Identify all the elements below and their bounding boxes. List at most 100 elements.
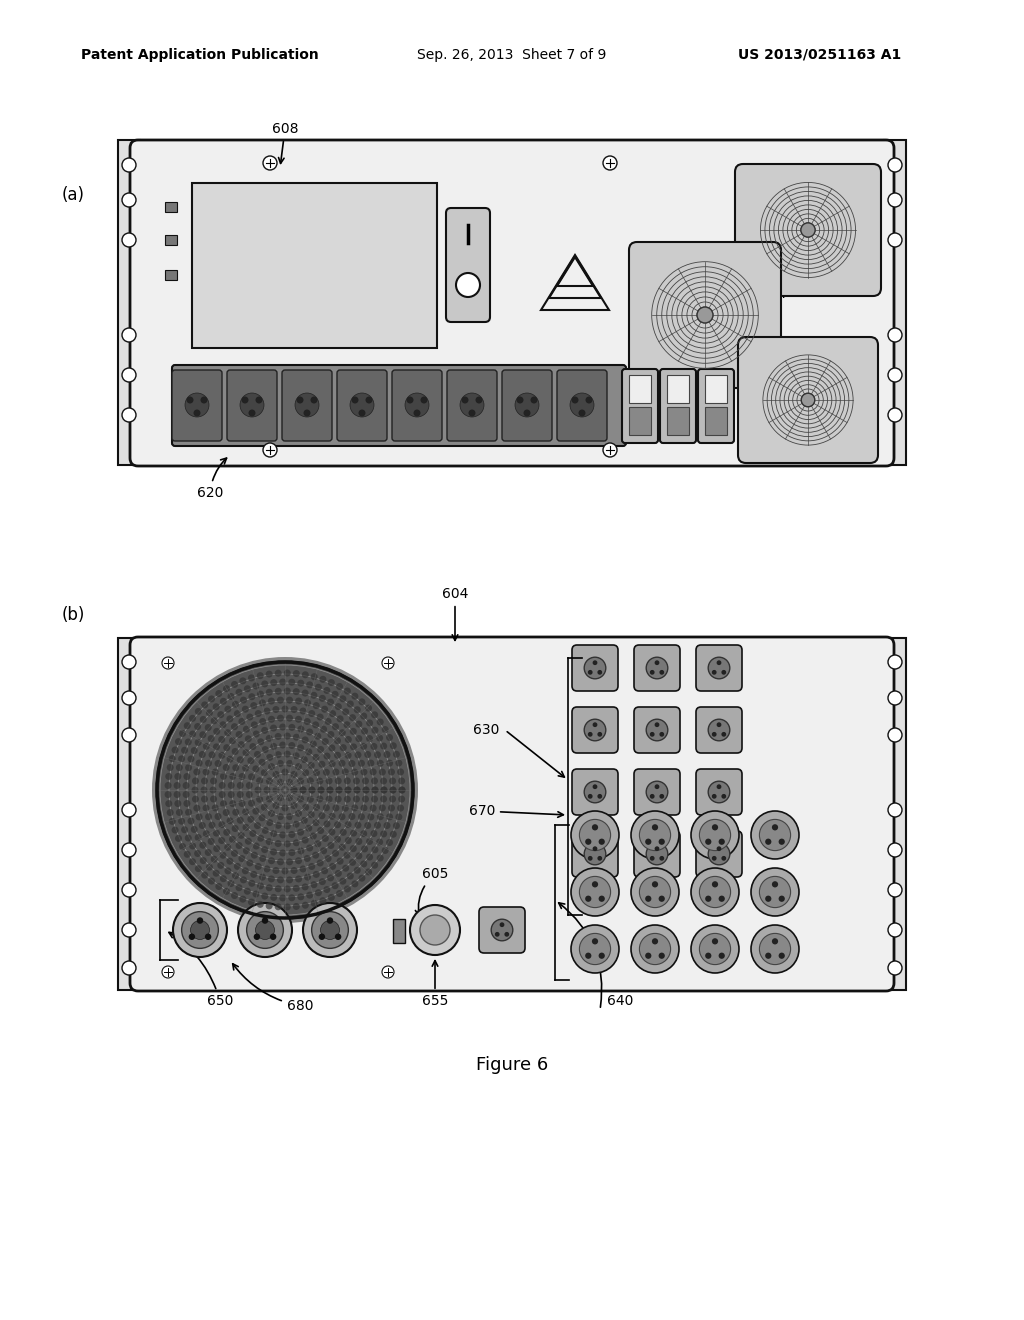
Circle shape (371, 777, 378, 784)
Circle shape (717, 722, 721, 727)
Circle shape (888, 883, 902, 898)
Circle shape (300, 866, 306, 873)
Circle shape (247, 859, 253, 866)
Circle shape (316, 796, 324, 803)
FancyBboxPatch shape (572, 832, 618, 876)
Circle shape (310, 741, 316, 747)
Circle shape (238, 903, 292, 957)
FancyBboxPatch shape (634, 770, 680, 814)
Circle shape (183, 851, 190, 858)
Circle shape (347, 701, 354, 708)
Circle shape (263, 444, 278, 457)
Circle shape (691, 869, 739, 916)
Circle shape (220, 698, 227, 705)
Circle shape (639, 876, 671, 908)
Circle shape (232, 809, 240, 816)
Circle shape (585, 838, 592, 845)
Circle shape (293, 821, 300, 828)
FancyBboxPatch shape (282, 370, 332, 441)
Circle shape (297, 847, 304, 854)
Circle shape (248, 758, 254, 764)
Circle shape (374, 751, 381, 758)
Circle shape (220, 875, 227, 882)
Circle shape (248, 800, 255, 807)
Circle shape (397, 768, 404, 775)
Circle shape (306, 891, 313, 899)
Circle shape (254, 822, 261, 829)
Circle shape (801, 223, 815, 238)
Circle shape (231, 748, 239, 755)
Circle shape (310, 673, 317, 680)
Circle shape (646, 657, 668, 678)
Circle shape (190, 826, 198, 833)
Circle shape (291, 867, 298, 874)
Circle shape (302, 672, 309, 678)
Circle shape (343, 721, 350, 729)
Circle shape (308, 863, 315, 870)
Circle shape (659, 731, 665, 737)
Circle shape (236, 689, 243, 696)
Circle shape (308, 762, 314, 768)
Circle shape (308, 812, 314, 818)
Circle shape (571, 810, 618, 859)
Circle shape (712, 855, 717, 861)
Text: o: o (637, 416, 643, 426)
Circle shape (268, 763, 275, 770)
Circle shape (312, 721, 319, 729)
Circle shape (256, 920, 274, 940)
Circle shape (500, 923, 505, 927)
Bar (629, 407, 651, 436)
Circle shape (297, 777, 304, 784)
Circle shape (208, 838, 215, 845)
Circle shape (218, 821, 225, 828)
Circle shape (368, 813, 375, 821)
Circle shape (376, 734, 383, 742)
Circle shape (297, 894, 304, 900)
Circle shape (201, 396, 208, 404)
Text: 670: 670 (469, 804, 563, 818)
Circle shape (219, 851, 226, 859)
Circle shape (278, 779, 284, 785)
Circle shape (304, 718, 310, 725)
Circle shape (592, 882, 598, 887)
Circle shape (270, 849, 278, 855)
Circle shape (257, 900, 264, 908)
Circle shape (274, 669, 282, 677)
Circle shape (351, 396, 358, 404)
Circle shape (571, 869, 618, 916)
Circle shape (585, 657, 606, 678)
Circle shape (272, 771, 280, 777)
Circle shape (646, 843, 668, 865)
FancyBboxPatch shape (696, 832, 742, 876)
Circle shape (721, 793, 726, 799)
Circle shape (224, 843, 231, 851)
Circle shape (348, 760, 355, 767)
Circle shape (251, 721, 258, 729)
Circle shape (765, 953, 771, 958)
Circle shape (261, 727, 268, 734)
Circle shape (585, 719, 606, 741)
Circle shape (165, 800, 172, 807)
Circle shape (345, 737, 352, 743)
Circle shape (593, 660, 597, 665)
Circle shape (186, 396, 194, 404)
Circle shape (302, 689, 308, 697)
Circle shape (360, 804, 368, 812)
Circle shape (339, 696, 346, 702)
Circle shape (351, 804, 358, 812)
Circle shape (345, 752, 351, 759)
Circle shape (286, 697, 293, 704)
Circle shape (372, 727, 379, 734)
Circle shape (778, 953, 784, 958)
Circle shape (265, 903, 272, 909)
Circle shape (206, 709, 213, 717)
Circle shape (336, 890, 343, 898)
Circle shape (475, 396, 482, 404)
Circle shape (268, 857, 275, 865)
Circle shape (362, 787, 370, 793)
Circle shape (778, 838, 784, 845)
Circle shape (262, 746, 268, 754)
Circle shape (181, 912, 218, 948)
Circle shape (209, 821, 215, 829)
Circle shape (286, 795, 293, 801)
